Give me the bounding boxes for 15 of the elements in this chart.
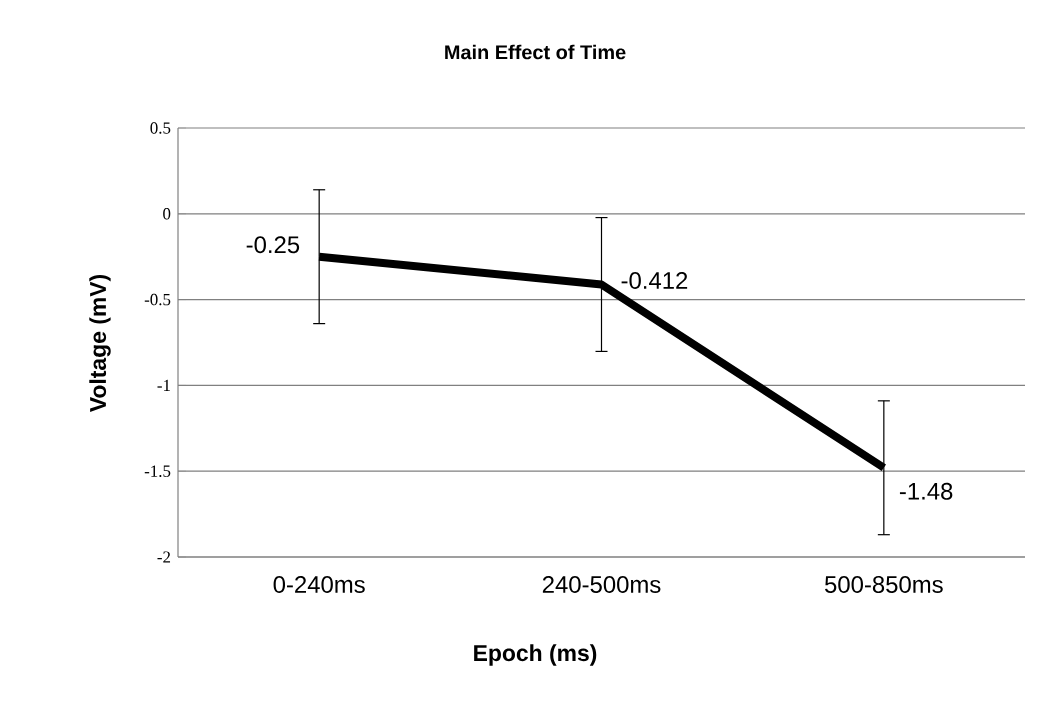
x-tick-label: 240-500ms [542, 576, 661, 593]
x-tick-label: 0-240ms [273, 576, 365, 593]
x-axis-title: Epoch (ms) [474, 644, 597, 666]
data-label: -0.412 [621, 272, 688, 289]
chart-title: Main Effect of Time [445, 44, 626, 60]
y-tick-label: -1.5 [144, 465, 171, 477]
y-tick-label: -0.5 [144, 293, 171, 306]
data-label: -0.25 [246, 236, 300, 254]
data-label: -1.48 [899, 482, 953, 500]
y-axis-title: Voltage (mV) [89, 274, 111, 413]
y-tick-label: 0.5 [150, 122, 171, 134]
y-tick-label: -2 [157, 551, 171, 563]
y-tick-label: 0 [163, 208, 171, 220]
x-tick-label: 500-850ms [824, 576, 943, 593]
y-tick-label: -1 [157, 379, 170, 391]
